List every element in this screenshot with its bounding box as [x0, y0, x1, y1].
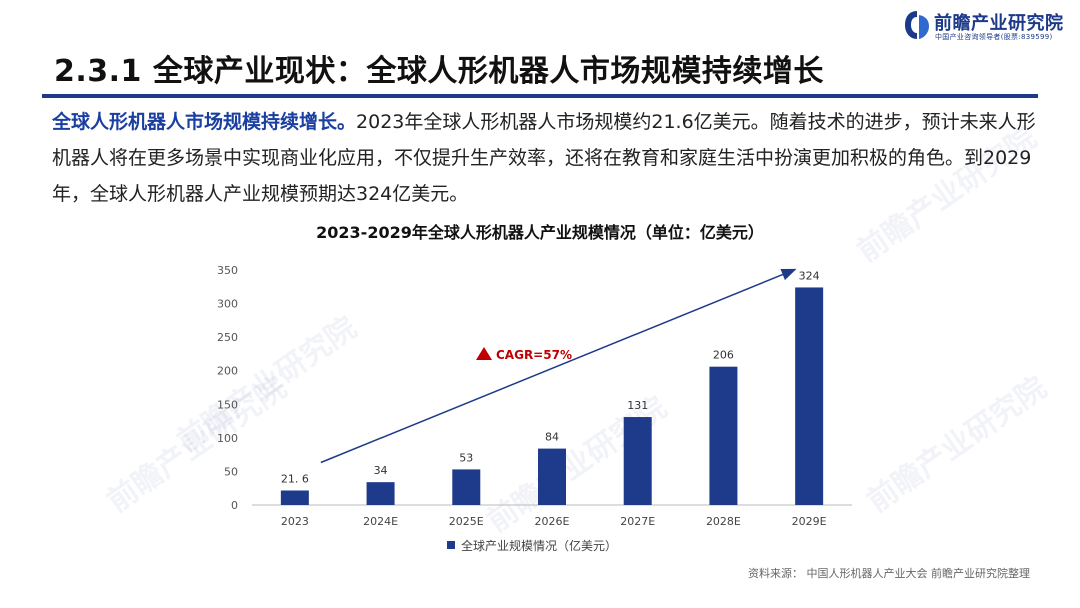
y-tick-label: 0 [231, 499, 238, 512]
cagr-annotation: CAGR=57% [476, 347, 572, 362]
y-tick-label: 150 [217, 398, 238, 411]
data-label: 21. 6 [281, 472, 309, 485]
logo-mark-icon [905, 11, 929, 39]
data-label: 324 [799, 269, 820, 282]
triangle-up-icon [476, 347, 492, 360]
bar [366, 482, 395, 505]
intro-body: 2023年全球人形机器人市场规模约21.6亿美元。随着技术的进步，预计未来人形机… [52, 111, 1036, 205]
x-tick-label: 2023 [281, 515, 309, 528]
title-underline [42, 94, 1038, 98]
logo-tagline: 中国产业咨询领导者(股票:839599) [935, 33, 1053, 41]
x-tick-label: 2024E [363, 515, 398, 528]
y-tick-label: 100 [217, 432, 238, 445]
source-note: 资料来源： 中国人形机器人产业大会 前瞻产业研究院整理 [748, 567, 1030, 580]
x-tick-label: 2027E [620, 515, 655, 528]
data-labels-group: 21. 6 34 53 84 131 206 324 [281, 269, 820, 485]
data-label: 53 [459, 451, 473, 464]
y-tick-label: 250 [217, 331, 238, 344]
x-axis: 2023 2024E 2025E 2026E 2027E 2028E 2029E [281, 515, 827, 528]
bar [452, 469, 481, 505]
chart-title: 2023-2029年全球人形机器人产业规模情况（单位：亿美元） [316, 223, 764, 242]
x-tick-label: 2028E [706, 515, 741, 528]
intro-paragraph: 全球人形机器人市场规模持续增长。2023年全球人形机器人市场规模约21.6亿美元… [52, 104, 1042, 212]
y-tick-label: 200 [217, 365, 238, 378]
bar [623, 417, 652, 505]
legend-label: 全球产业规模情况（亿美元） [461, 538, 617, 553]
y-tick-label: 50 [224, 465, 238, 478]
bar [280, 490, 309, 505]
x-tick-label: 2029E [792, 515, 827, 528]
bar-chart: 2023-2029年全球人形机器人产业规模情况（单位：亿美元） 0 50 100 15… [217, 223, 852, 553]
legend-swatch [447, 541, 455, 549]
bar [538, 448, 566, 505]
legend: 全球产业规模情况（亿美元） [447, 538, 617, 553]
data-label: 34 [374, 464, 388, 477]
bar [795, 287, 824, 505]
intro-lead: 全球人形机器人市场规模持续增长。 [52, 111, 357, 133]
x-tick-label: 2026E [535, 515, 570, 528]
y-axis: 0 50 100 150 200 250 300 350 [217, 264, 238, 512]
logo-name: 前瞻产业研究院 [934, 13, 1064, 34]
cagr-label: CAGR=57% [496, 348, 572, 362]
data-label: 84 [545, 431, 559, 444]
x-tick-label: 2025E [449, 515, 484, 528]
data-label: 206 [713, 349, 734, 362]
data-label: 131 [627, 399, 648, 412]
trend-arrow [320, 268, 797, 464]
logo: 前瞻产业研究院 中国产业咨询领导者(股票:839599) [904, 8, 1064, 44]
y-tick-label: 350 [217, 264, 238, 277]
bars-group [280, 287, 824, 505]
bar [709, 366, 738, 505]
slide-title: 2.3.1 全球产业现状：全球人形机器人市场规模持续增长 [54, 54, 824, 89]
y-tick-label: 300 [217, 298, 238, 311]
